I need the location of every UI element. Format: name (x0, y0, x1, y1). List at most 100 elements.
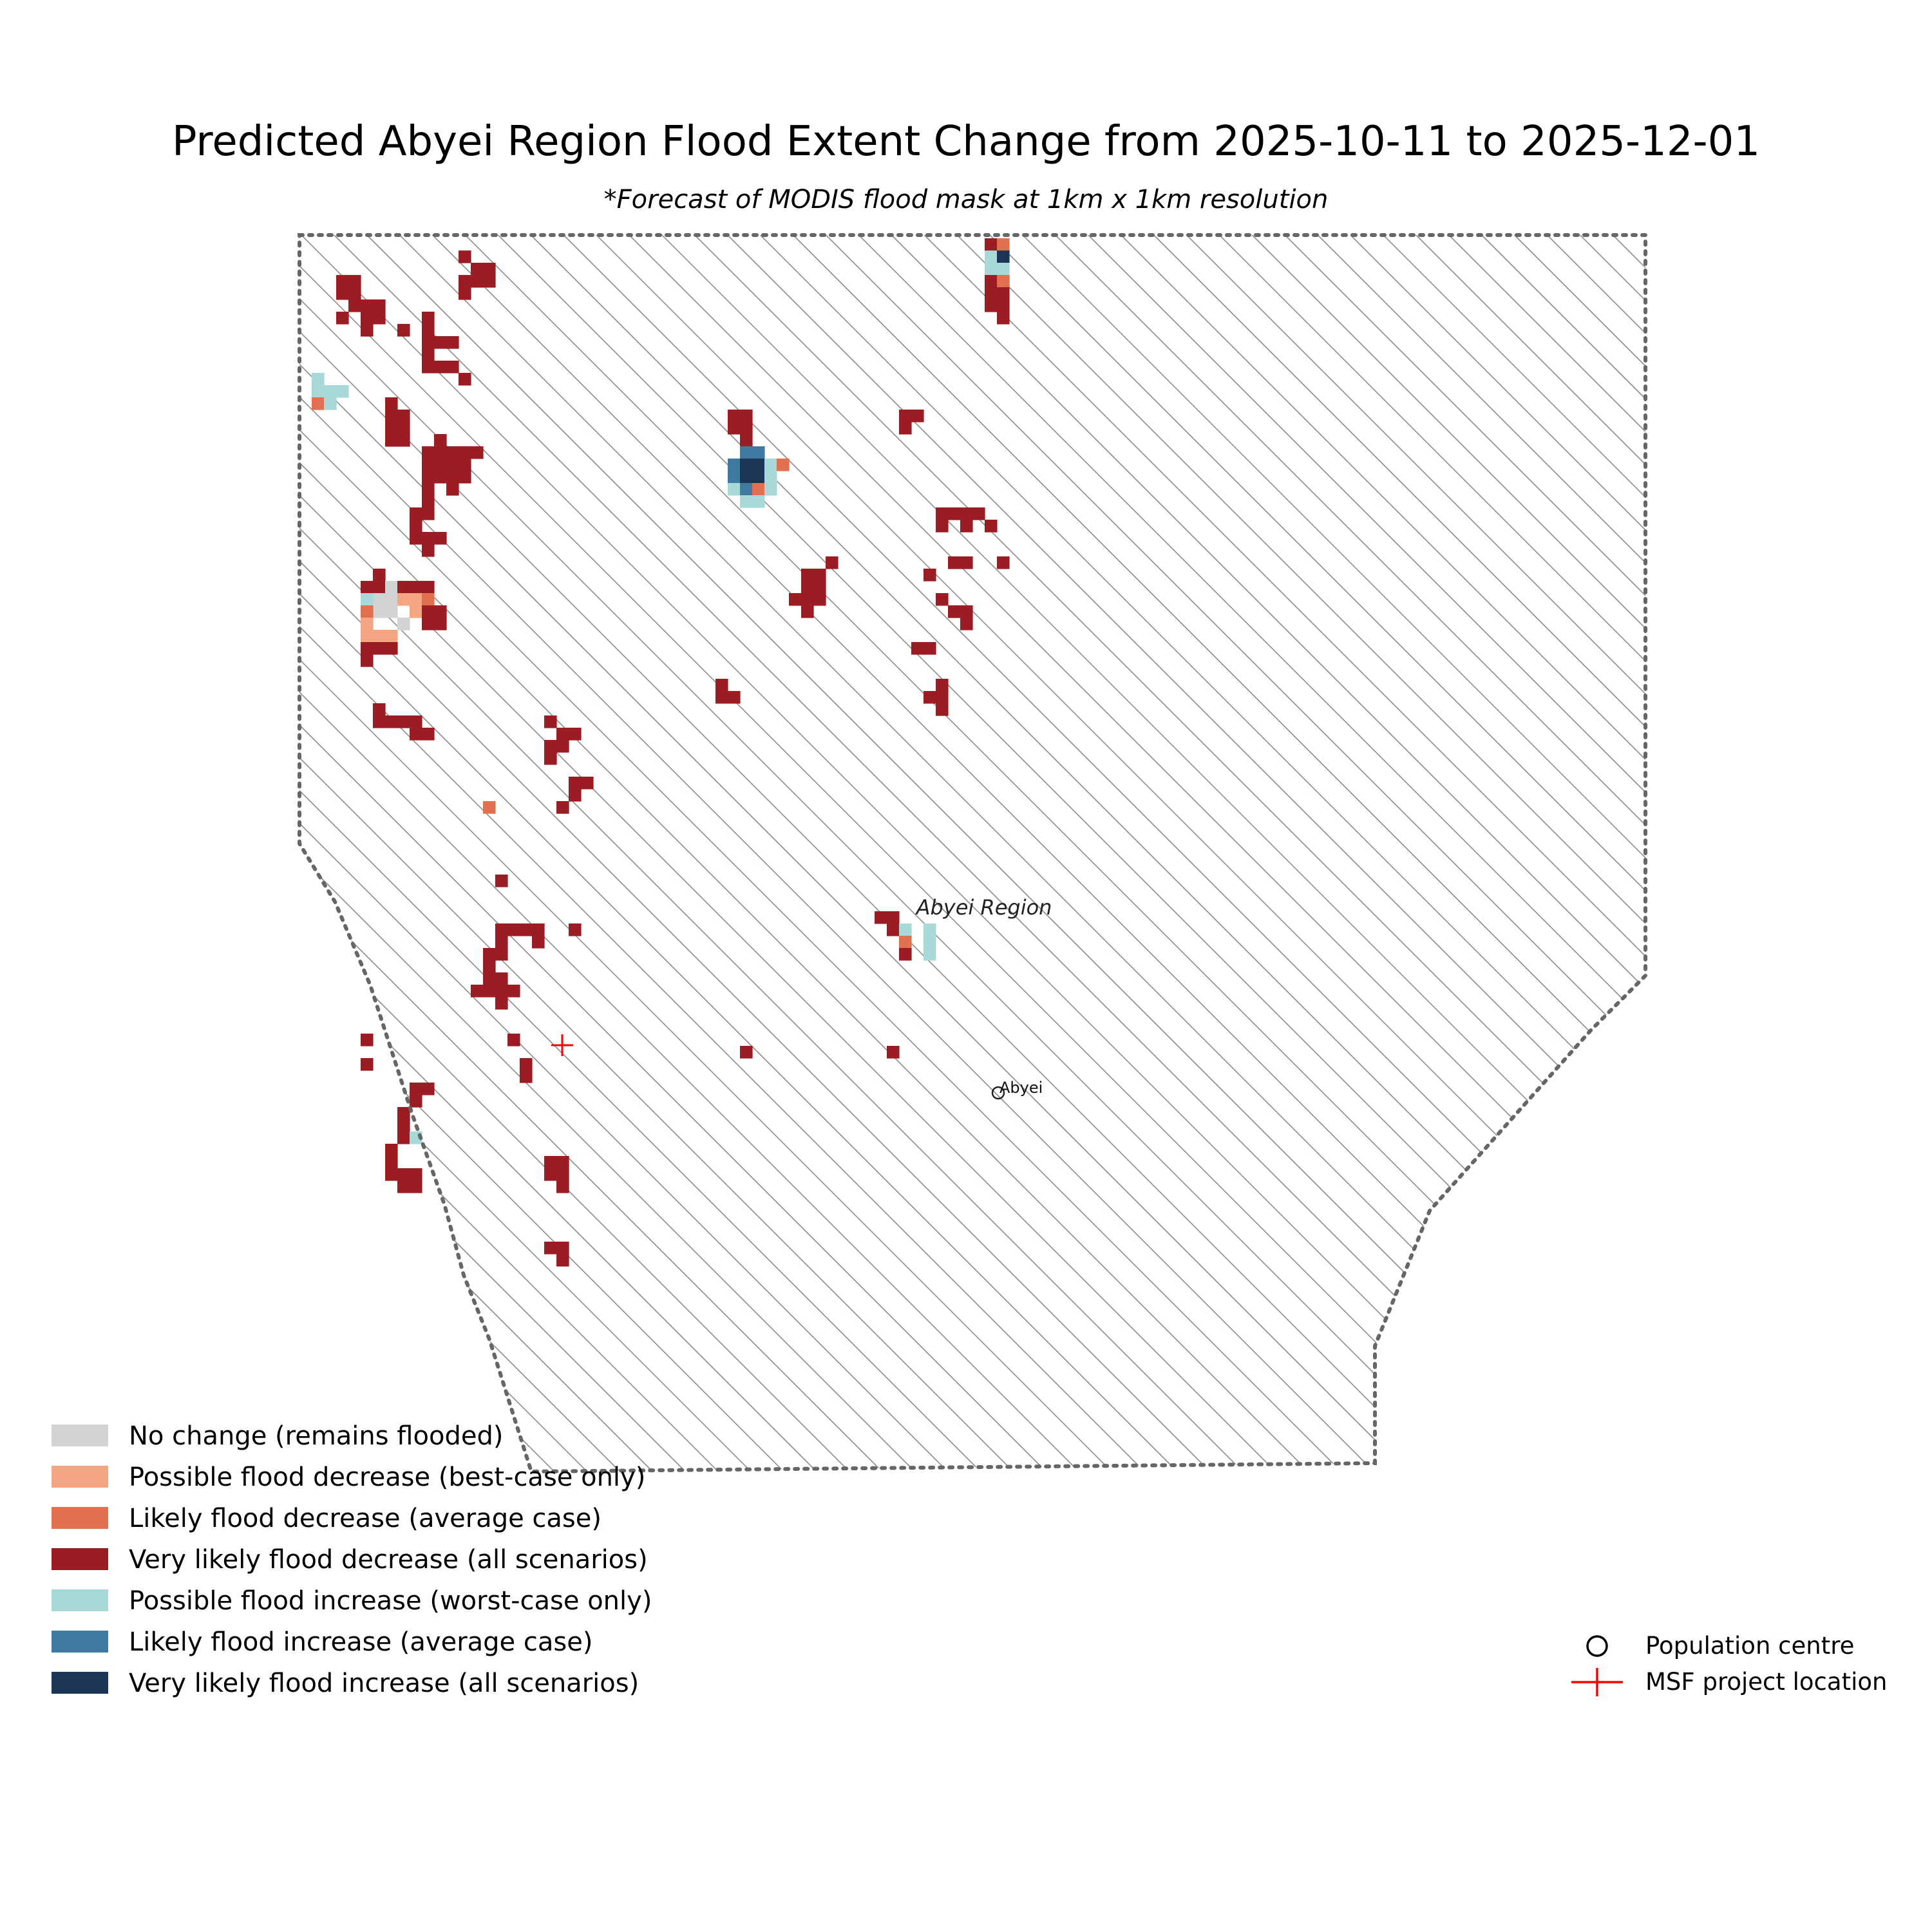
flood-cell-very-likely-decrease (997, 312, 1010, 325)
flood-cell-very-likely-decrease (887, 923, 900, 936)
flood-cell-very-likely-decrease (556, 1254, 569, 1267)
flood-cell-likely-increase (728, 459, 741, 484)
legend-swatch (52, 1425, 108, 1446)
map-title: Predicted Abyei Region Flood Extent Chan… (171, 118, 1761, 166)
flood-cell-very-likely-decrease (495, 875, 508, 887)
flood-cell-possible-increase (312, 385, 349, 398)
flood-cell-possible-increase (361, 593, 374, 606)
legend-label: Likely flood increase (average case) (129, 1627, 593, 1657)
flood-cell-very-likely-increase (997, 251, 1010, 263)
flood-cell-very-likely-decrease (422, 544, 435, 557)
flood-cell-very-likely-decrease (544, 740, 569, 753)
flood-cell-very-likely-decrease (361, 581, 386, 594)
flood-cell-very-likely-decrease (985, 287, 1010, 300)
flood-cell-very-likely-decrease (936, 593, 949, 606)
flood-cell-very-likely-decrease (397, 1107, 410, 1144)
flood-cell-possible-decrease (410, 605, 422, 618)
cross-icon (1571, 1668, 1623, 1696)
flood-cell-very-likely-decrease (348, 299, 386, 312)
marker-legend-label: MSF project location (1645, 1668, 1888, 1696)
flood-cell-likely-decrease (997, 275, 1010, 288)
legend-swatch (52, 1466, 108, 1488)
flood-cell-very-likely-decrease (422, 446, 484, 459)
flood-cell-possible-increase (923, 923, 936, 961)
population-centre-abyei: Abyei (991, 1079, 1043, 1100)
flood-cell-very-likely-decrease (373, 642, 398, 655)
flood-cell-possible-decrease (361, 618, 374, 630)
msf-project-marker (551, 1034, 573, 1056)
flood-cell-very-likely-decrease (960, 618, 973, 630)
flood-cell-very-likely-decrease (985, 299, 1010, 312)
flood-cell-very-likely-decrease (740, 1046, 753, 1059)
flood-cell-very-likely-decrease (361, 1034, 374, 1046)
flood-cell-very-likely-decrease (715, 679, 728, 704)
flood-cell-very-likely-decrease (728, 691, 741, 704)
flood-cell-very-likely-decrease (410, 520, 422, 533)
marker-legend-label: Population centre (1645, 1632, 1855, 1660)
flood-cells (312, 238, 1010, 1267)
flood-cell-no-change (385, 581, 398, 618)
flood-cell-very-likely-decrease (471, 985, 520, 998)
flood-cell-very-likely-decrease (556, 1180, 569, 1193)
flood-cell-very-likely-decrease (397, 715, 422, 728)
flood-cell-likely-decrease (752, 483, 765, 496)
flood-cell-very-likely-decrease (459, 275, 496, 288)
flood-cell-very-likely-decrease (544, 1156, 569, 1169)
flood-cell-possible-increase (997, 263, 1010, 276)
flood-cell-very-likely-decrease (923, 569, 936, 582)
flood-cell-very-likely-decrease (422, 605, 447, 630)
circle-icon (1586, 1635, 1608, 1657)
flood-cell-very-likely-decrease (985, 520, 998, 533)
flood-cell-very-likely-decrease (410, 1095, 422, 1108)
flood-cell-very-likely-decrease (385, 1144, 398, 1157)
flood-cell-very-likely-decrease (887, 1046, 900, 1059)
flood-cell-very-likely-decrease (385, 1168, 410, 1181)
flood-cell-possible-increase (324, 397, 337, 410)
flood-cell-likely-decrease (422, 593, 435, 606)
flood-cell-very-likely-decrease (410, 532, 447, 545)
flood-cell-very-likely-decrease (544, 1242, 569, 1255)
flood-cell-very-likely-decrease (336, 312, 349, 325)
region-area (299, 235, 1645, 1472)
flood-cell-possible-increase (740, 495, 765, 508)
flood-cell-likely-decrease (777, 459, 790, 471)
flood-cell-very-likely-decrease (826, 556, 838, 569)
flood-cell-possible-increase (312, 373, 325, 386)
legend-label: Possible flood increase (worst-case only… (129, 1586, 652, 1616)
flood-cell-likely-increase (740, 446, 753, 459)
region-hatch (299, 235, 1645, 1472)
flood-cell-very-likely-decrease (483, 972, 496, 985)
flood-cell-very-likely-decrease (385, 410, 410, 435)
flood-cell-likely-increase (752, 446, 765, 459)
flood-cell-very-likely-decrease (422, 336, 459, 349)
flood-cell-very-likely-decrease (936, 520, 949, 533)
legend-swatch (52, 1507, 108, 1529)
flood-cell-very-likely-decrease (569, 923, 582, 936)
flood-cell-very-likely-decrease (385, 397, 398, 410)
flood-cell-likely-increase (740, 483, 753, 496)
flood-cell-very-likely-decrease (459, 251, 471, 263)
flood-cell-very-likely-decrease (361, 324, 374, 337)
flood-cell-very-likely-increase (740, 459, 765, 484)
flood-cell-very-likely-decrease (556, 801, 569, 814)
legend-swatch (52, 1672, 108, 1694)
flood-cell-very-likely-decrease (422, 483, 435, 496)
flood-cell-very-likely-decrease (434, 434, 447, 447)
flood-cell-likely-decrease (483, 801, 496, 814)
flood-cell-very-likely-decrease (373, 703, 386, 716)
flood-cell-possible-increase (764, 471, 777, 496)
legend-label: No change (remains flooded) (129, 1421, 504, 1451)
flood-cell-very-likely-decrease (422, 348, 435, 361)
flood-cell-very-likely-decrease (410, 1083, 435, 1095)
flood-cell-very-likely-decrease (410, 1168, 422, 1181)
flood-cell-very-likely-decrease (361, 642, 374, 667)
flood-cell-possible-increase (985, 251, 998, 276)
flood-cell-very-likely-decrease (544, 752, 557, 765)
flood-cell-very-likely-decrease (936, 679, 949, 692)
flood-cell-very-likely-decrease (459, 287, 471, 300)
flood-cell-very-likely-decrease (801, 581, 826, 594)
flood-cell-very-likely-decrease (495, 923, 533, 936)
flood-cell-very-likely-decrease (911, 642, 936, 655)
flood-cell-very-likely-decrease (422, 312, 435, 325)
flood-cell-very-likely-decrease (422, 361, 459, 374)
